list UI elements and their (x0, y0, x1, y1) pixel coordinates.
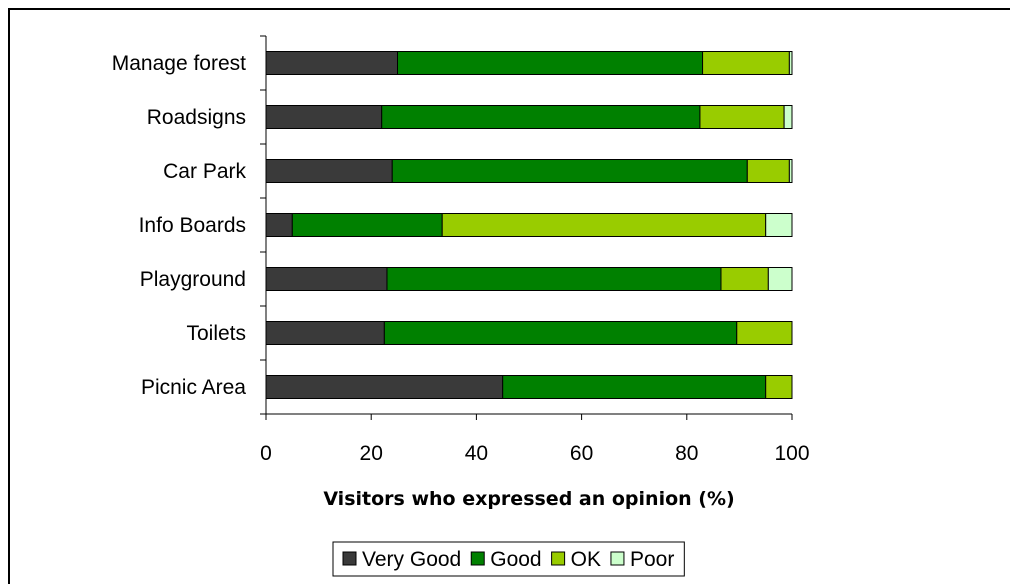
bar-segment-poor (788, 51, 793, 75)
bar-segment-ok (720, 267, 769, 291)
bar-segment-ok (765, 375, 793, 399)
legend-box (332, 541, 685, 577)
category-label: Playground (140, 268, 246, 291)
legend-label: Very Good (362, 548, 461, 571)
category-label: Picnic Area (141, 376, 246, 399)
x-tick-label: 100 (774, 442, 809, 465)
bar-segment-very-good (265, 375, 504, 399)
category-label: Info Boards (139, 214, 246, 237)
legend: Very Good Good OK Poor (332, 541, 685, 577)
legend-label: Good (490, 548, 541, 571)
category-label: Car Park (163, 160, 246, 183)
x-tick-label: 20 (360, 442, 383, 465)
bar-segment-ok (699, 105, 785, 129)
x-axis-title: Visitors who expressed an opinion (%) (323, 488, 734, 510)
bar-segment-ok (441, 213, 767, 237)
legend-swatch-good (470, 551, 485, 566)
x-tick-label: 60 (570, 442, 593, 465)
chart-frame (8, 8, 1010, 584)
bar-segment-poor (788, 159, 793, 183)
bar-segment-good (291, 213, 443, 237)
legend-swatch-poor (610, 551, 625, 566)
bar-segment-good (381, 105, 701, 129)
axes-layer (260, 35, 793, 420)
bar-segment-poor (765, 213, 793, 237)
category-label: Toilets (186, 322, 246, 345)
bar-segment-very-good (265, 267, 388, 291)
bar-segment-good (397, 51, 704, 75)
bar-segment-ok (736, 321, 793, 345)
legend-swatch-ok (551, 551, 566, 566)
legend-swatch-very-good (342, 551, 357, 566)
bars-layer (265, 51, 793, 399)
bar-segment-very-good (265, 51, 398, 75)
bar-segment-very-good (265, 213, 293, 237)
bar-segment-very-good (265, 321, 385, 345)
bar-segment-very-good (265, 159, 393, 183)
legend-label: OK (571, 548, 601, 571)
bar-segment-good (383, 321, 738, 345)
bar-segment-poor (767, 267, 793, 291)
x-tick-label: 40 (465, 442, 488, 465)
legend-label: Poor (630, 548, 674, 571)
bar-segment-very-good (265, 105, 383, 129)
bar-segment-ok (746, 159, 790, 183)
bar-segment-good (391, 159, 748, 183)
bar-segment-ok (702, 51, 790, 75)
x-tick-label: 0 (260, 442, 272, 465)
x-tick-label: 80 (675, 442, 698, 465)
x-tick-labels: 0 20 40 60 80 100 (260, 442, 809, 465)
bar-segment-good (386, 267, 722, 291)
category-label: Manage forest (112, 52, 246, 75)
category-label: Roadsigns (147, 106, 246, 129)
category-labels: Manage forest Roadsigns Car Park Info Board… (112, 52, 247, 399)
bar-segment-poor (783, 105, 793, 129)
bar-segment-good (502, 375, 767, 399)
